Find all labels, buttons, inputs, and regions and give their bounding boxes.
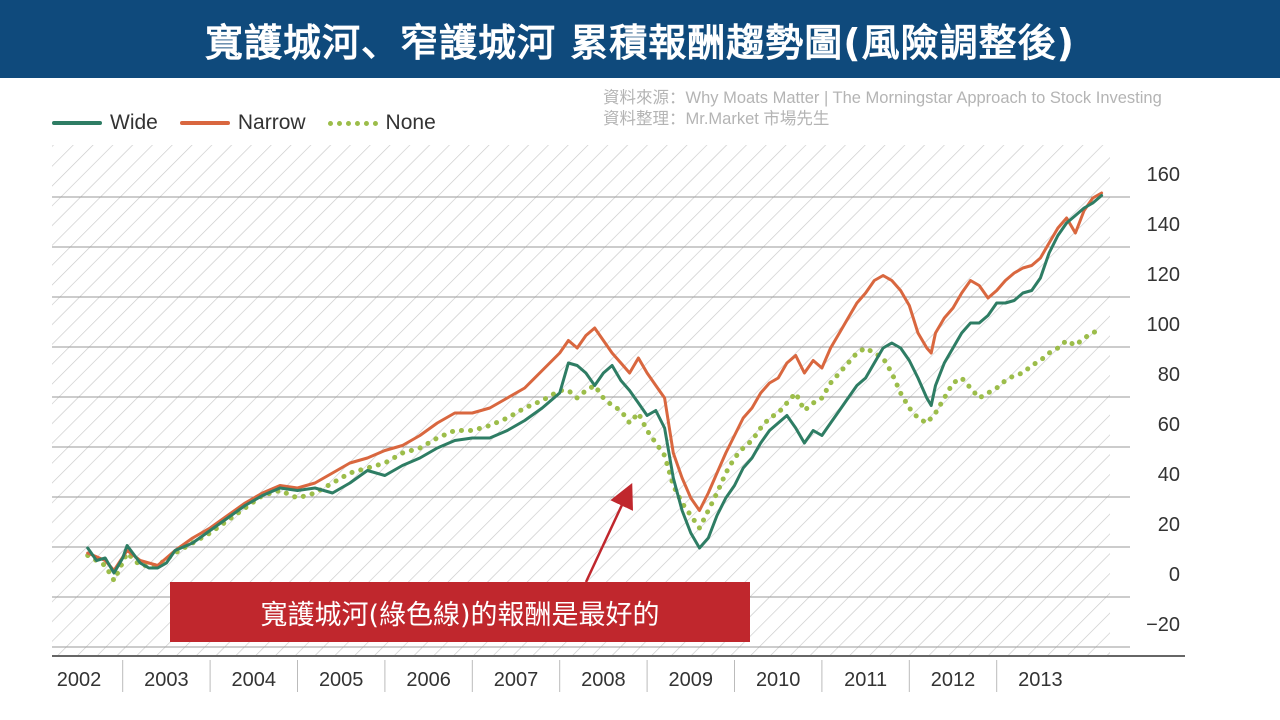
x-tick-label: 2013: [1018, 669, 1063, 691]
legend-label-wide: Wide: [110, 111, 158, 134]
source-line-2: 資料整理：Mr.Market 市場先生: [603, 110, 830, 128]
x-tick-label: 2006: [406, 669, 451, 691]
legend-swatch-narrow: [179, 121, 230, 125]
y-tick-label: 80: [1158, 364, 1180, 386]
legend-item-narrow: Narrow: [179, 111, 306, 135]
y-tick-label: 160: [1147, 164, 1180, 186]
callout-arrow: [584, 482, 633, 583]
plot-background: [52, 145, 1110, 655]
y-tick-labels: 160 140 120 100 80 60 40 20 0 −20: [1146, 164, 1180, 636]
x-tick-label: 2012: [931, 669, 976, 691]
y-tick-label: −20: [1146, 614, 1180, 636]
source-line-1: 資料來源：Why Moats Matter | The Morningstar …: [603, 89, 1162, 107]
y-tick-label: 0: [1169, 564, 1180, 586]
title-banner: 寬護城河、窄護城河 累積報酬趨勢圖(風險調整後): [0, 0, 1280, 78]
callout-text: 寬護城河(綠色線)的報酬是最好的: [260, 599, 660, 631]
series-line-narrow: [86, 191, 1104, 572]
series-lines: [85, 191, 1105, 583]
legend-swatch-wide: [52, 121, 102, 125]
x-tick-label: 2004: [232, 669, 277, 691]
x-tick-labels: 2002 2003 2004 2005 2006 2007 2008 2009 2010 2011…: [57, 660, 1063, 692]
legend-label-narrow: Narrow: [237, 111, 306, 134]
source-note: 資料來源：Why Moats Matter | The Morningstar …: [603, 88, 1162, 130]
chart-legend: Wide Narrow None: [52, 108, 458, 138]
x-tick-label: 2005: [319, 669, 364, 691]
x-tick-label: 2008: [581, 669, 626, 691]
x-tick-label: 2011: [844, 669, 887, 691]
y-tick-label: 40: [1158, 464, 1180, 486]
right-axis-panel: [1110, 145, 1185, 655]
legend-item-none: None: [327, 111, 436, 135]
y-tick-label: 120: [1147, 264, 1180, 286]
legend-item-wide: Wide: [52, 111, 158, 135]
x-tick-label: 2002: [57, 669, 102, 691]
y-tick-label: 140: [1147, 214, 1180, 236]
x-tick-label: 2003: [144, 669, 189, 691]
series-line-none: [85, 325, 1105, 583]
x-tick-label: 2009: [669, 669, 714, 691]
y-tick-label: 20: [1158, 514, 1180, 536]
x-tick-label: 2007: [494, 669, 539, 691]
y-tick-label: 100: [1147, 314, 1180, 336]
x-tick-label: 2010: [756, 669, 801, 691]
legend-label-none: None: [385, 111, 436, 134]
legend-swatch-none: [327, 120, 378, 126]
y-tick-label: 60: [1158, 414, 1180, 436]
series-line-wide: [86, 194, 1104, 575]
callout-box: 寬護城河(綠色線)的報酬是最好的: [170, 582, 750, 642]
page-title: 寬護城河、窄護城河 累積報酬趨勢圖(風險調整後): [205, 20, 1075, 65]
